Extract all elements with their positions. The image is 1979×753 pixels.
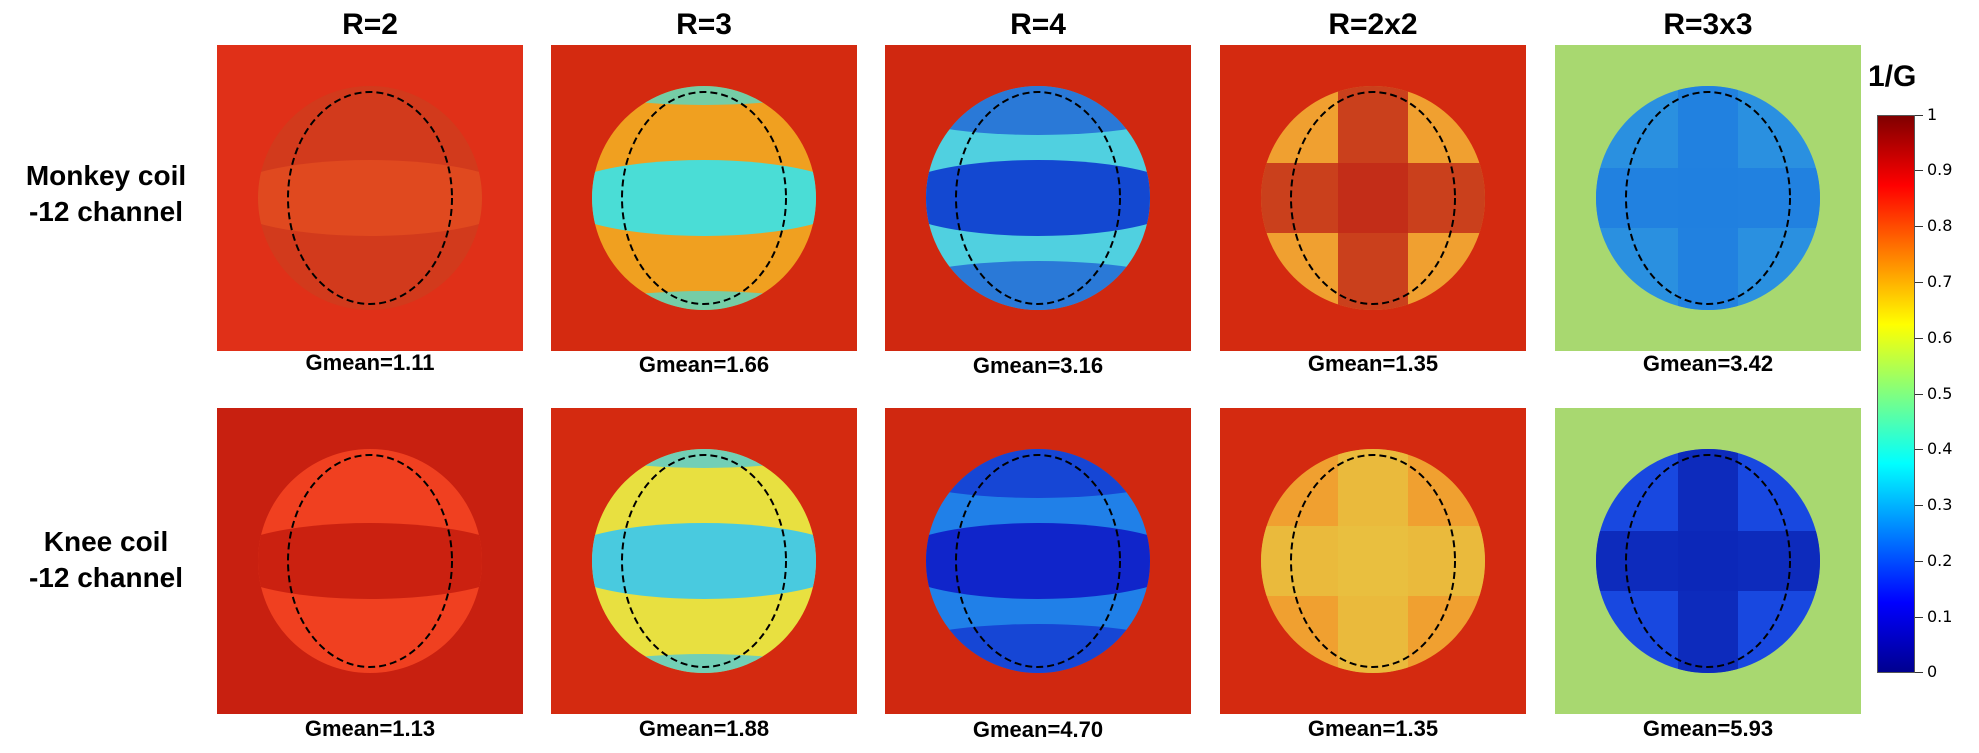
row-label-line1: Monkey coil bbox=[25, 160, 187, 191]
colorbar-tick bbox=[1915, 115, 1923, 116]
gmap-panel-knee-r2x2 bbox=[1220, 408, 1526, 714]
colorbar-tick-label: 0.8 bbox=[1927, 216, 1953, 235]
row-label-line2: -12 channel bbox=[28, 196, 184, 227]
roi-dashed-ellipse bbox=[1625, 454, 1791, 668]
row-label-line1: Knee coil bbox=[43, 526, 169, 557]
roi-dashed-ellipse bbox=[1625, 91, 1791, 305]
gmean-label: Gmean=1.88 bbox=[638, 716, 770, 741]
roi-dashed-ellipse bbox=[287, 454, 453, 668]
roi-dashed-ellipse bbox=[621, 454, 787, 668]
colorbar-tick bbox=[1915, 505, 1923, 506]
colorbar-tick bbox=[1915, 338, 1923, 339]
roi-dashed-ellipse bbox=[1290, 454, 1456, 668]
gmap-panel-knee-r3 bbox=[551, 408, 857, 714]
roi-dashed-ellipse bbox=[1290, 91, 1456, 305]
gmap-panel-monkey-r3 bbox=[551, 45, 857, 351]
colorbar-tick-label: 0.9 bbox=[1927, 160, 1953, 179]
gmean-label: Gmean=1.35 bbox=[1307, 716, 1439, 741]
aliasing-band bbox=[926, 523, 1150, 599]
gmean-label: Gmean=1.11 bbox=[305, 350, 435, 375]
colorbar-title: 1/G bbox=[1868, 60, 1917, 93]
row-label-knee-coil: Knee coil -12 channel bbox=[0, 524, 212, 596]
aliasing-band bbox=[926, 160, 1150, 236]
gmap-panel-monkey-r4 bbox=[885, 45, 1191, 351]
gmap-panel-knee-r4 bbox=[885, 408, 1191, 714]
colorbar-tick bbox=[1915, 672, 1923, 673]
aliasing-band bbox=[592, 160, 816, 236]
aliasing-band bbox=[258, 523, 482, 599]
aliasing-band bbox=[258, 160, 482, 236]
colorbar-tick-label: 0 bbox=[1927, 662, 1938, 681]
row-label-line2: -12 channel bbox=[28, 562, 184, 593]
aliasing-band bbox=[592, 523, 816, 599]
column-title-r2: R=2 bbox=[342, 8, 398, 41]
colorbar-tick bbox=[1915, 282, 1923, 283]
roi-dashed-ellipse bbox=[621, 91, 787, 305]
roi-dashed-ellipse bbox=[955, 91, 1121, 305]
column-title-r3x3: R=3x3 bbox=[1663, 8, 1753, 41]
colorbar-tick-label: 0.3 bbox=[1927, 495, 1953, 514]
colorbar-tick bbox=[1915, 226, 1923, 227]
gmean-label: Gmean=1.66 bbox=[638, 352, 770, 377]
gmean-label: Gmean=3.16 bbox=[972, 353, 1104, 378]
colorbar-tick-label: 0.5 bbox=[1927, 384, 1953, 403]
gmean-label: Gmean=4.70 bbox=[972, 717, 1104, 742]
colorbar-tick-label: 0.4 bbox=[1927, 439, 1953, 458]
column-title-r4: R=4 bbox=[1010, 8, 1066, 41]
colorbar-tick bbox=[1915, 617, 1923, 618]
colorbar-tick-label: 0.6 bbox=[1927, 328, 1953, 347]
gmap-panel-knee-r2 bbox=[217, 408, 523, 714]
gmap-panel-monkey-r2 bbox=[217, 45, 523, 351]
gmean-label: Gmean=5.93 bbox=[1642, 716, 1774, 741]
gmean-label: Gmean=3.42 bbox=[1642, 351, 1774, 376]
column-title-r2x2: R=2x2 bbox=[1328, 8, 1418, 41]
colorbar-tick-label: 1 bbox=[1927, 105, 1938, 124]
row-label-monkey-coil: Monkey coil -12 channel bbox=[0, 158, 212, 230]
column-title-r3: R=3 bbox=[676, 8, 732, 41]
aliasing-band bbox=[1596, 168, 1820, 228]
colorbar-tick bbox=[1915, 561, 1923, 562]
colorbar-tick-label: 0.2 bbox=[1927, 551, 1953, 570]
colorbar-tick-label: 0.7 bbox=[1927, 272, 1953, 291]
colorbar-tick bbox=[1915, 170, 1923, 171]
gmean-label: Gmean=1.13 bbox=[304, 716, 436, 741]
aliasing-band bbox=[1261, 163, 1485, 233]
aliasing-band bbox=[1596, 531, 1820, 591]
colorbar-tick-label: 0.1 bbox=[1927, 607, 1953, 626]
gmap-panel-monkey-r3x3 bbox=[1555, 45, 1861, 351]
colorbar-tick bbox=[1915, 449, 1923, 450]
gmap-panel-knee-r3x3 bbox=[1555, 408, 1861, 714]
aliasing-band bbox=[1261, 526, 1485, 596]
gmean-label: Gmean=1.35 bbox=[1307, 351, 1439, 376]
colorbar-gradient bbox=[1877, 115, 1915, 673]
gmap-panel-monkey-r2x2 bbox=[1220, 45, 1526, 351]
roi-dashed-ellipse bbox=[287, 91, 453, 305]
roi-dashed-ellipse bbox=[955, 454, 1121, 668]
colorbar-tick bbox=[1915, 394, 1923, 395]
